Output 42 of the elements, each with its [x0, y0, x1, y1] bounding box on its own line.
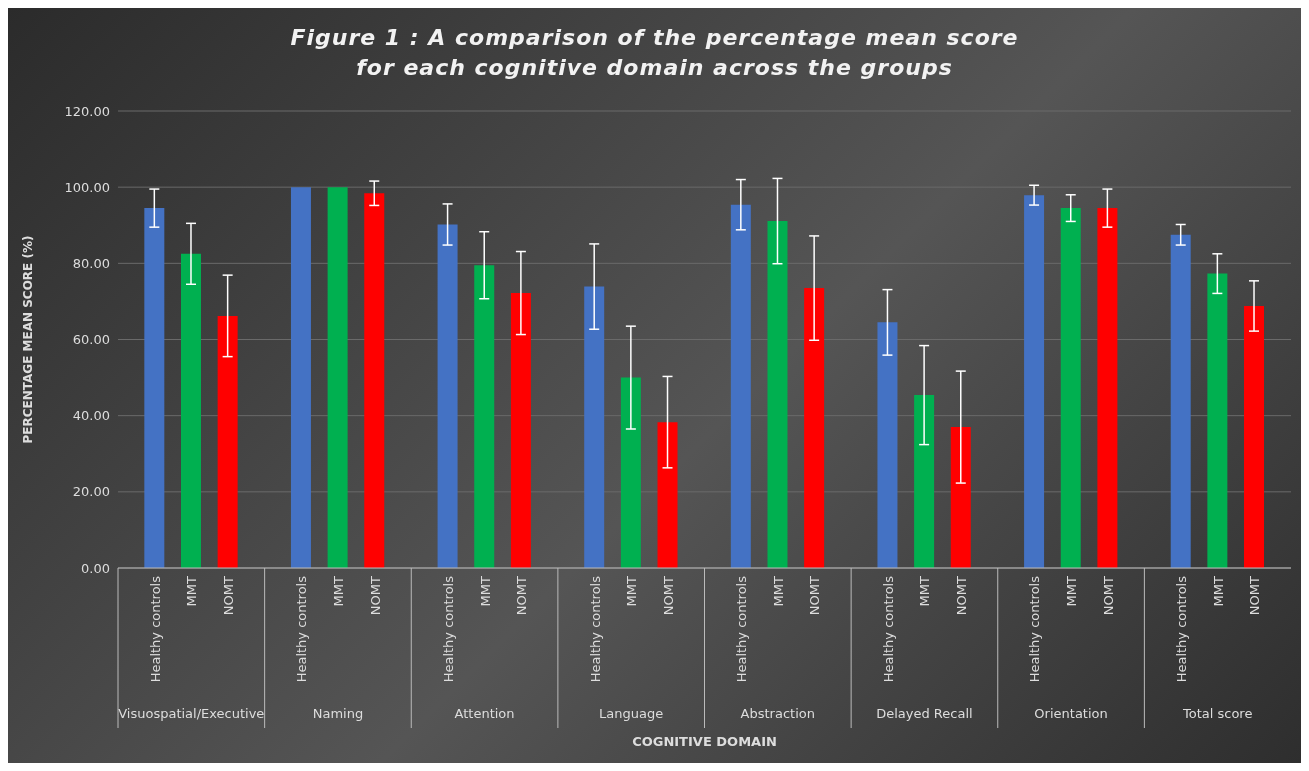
text: Visuospatial/Executive: [118, 706, 265, 721]
x-axis-title: COGNITIVE DOMAIN: [632, 734, 777, 749]
text: Orientation: [1034, 706, 1108, 721]
x-tick-label: NOMT: [1100, 575, 1116, 616]
y-axis-title: PERCENTAGE MEAN SCORE (%): [21, 235, 36, 444]
x-tick-label: Healthy controls: [880, 575, 896, 683]
y-tick-label: 120.00: [64, 103, 110, 119]
x-tick-label: MMT: [1210, 575, 1226, 607]
y-tick-label: 100.00: [64, 179, 110, 195]
x-tick-label: NOMT: [367, 575, 383, 616]
y-tick-label: 20.00: [72, 484, 110, 500]
x-tick-label: Healthy controls: [1174, 575, 1190, 683]
x-tick-label: MMT: [917, 575, 933, 607]
x-tick-label: Healthy controls: [147, 575, 163, 683]
x-tick-label: NOMT: [954, 575, 970, 616]
x-tick-label: MMT: [184, 575, 200, 607]
x-tick-label: Healthy controls: [1027, 575, 1043, 683]
x-tick-label: NOMT: [220, 575, 236, 616]
x-tick-label: MMT: [770, 575, 786, 607]
x-tick-label: NOMT: [514, 575, 530, 616]
text: Delayed Recall: [876, 706, 973, 721]
y-tick-label: 40.00: [72, 408, 110, 424]
x-tick-label: NOMT: [660, 575, 676, 616]
x-tick-label: MMT: [477, 575, 493, 607]
chart-title: Figure 1 : A comparison of the percentage mean score for each cognitive domain across the groups: [289, 24, 1020, 82]
x-tick-label: MMT: [624, 575, 640, 607]
text: Abstraction: [740, 706, 816, 721]
x-tick-label: Healthy controls: [294, 575, 310, 683]
x-tick-label: MMT: [330, 575, 346, 607]
x-tick-label: NOMT: [807, 575, 823, 616]
text: Total score: [1181, 706, 1253, 721]
x-tick-label: MMT: [1064, 575, 1080, 607]
y-tick-label: 80.00: [72, 255, 110, 271]
y-tick-label: 0.00: [81, 560, 110, 576]
text: Attention: [454, 706, 515, 721]
text: Language: [599, 706, 664, 721]
x-tick-label: Healthy controls: [734, 575, 750, 683]
x-tick-label: Healthy controls: [587, 575, 603, 683]
y-tick-label: 60.00: [72, 332, 110, 348]
x-tick-label: Healthy controls: [440, 575, 456, 683]
text: Naming: [312, 706, 364, 721]
x-tick-label: NOMT: [1247, 575, 1263, 616]
